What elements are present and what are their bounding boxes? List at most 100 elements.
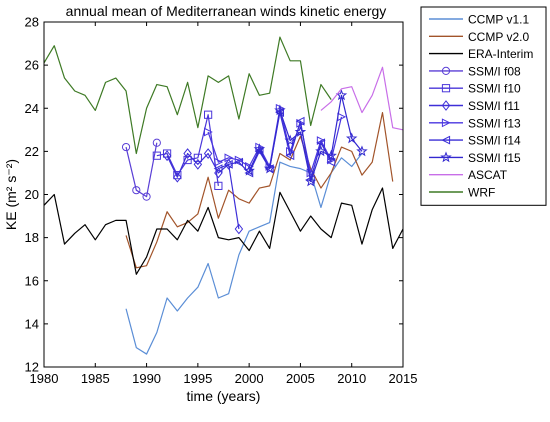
data-point	[162, 150, 172, 162]
data-point	[142, 192, 151, 201]
legend-label: SSM/I f15	[468, 151, 521, 165]
series-ssm-i-f14	[213, 108, 336, 184]
legend-label: SSM/I f11	[468, 99, 520, 113]
x-axis-label: time (years)	[187, 388, 261, 404]
y-tick-label: 26	[25, 58, 39, 73]
data-point	[132, 186, 141, 195]
legend-label: CCMP v1.1	[468, 13, 529, 27]
axis-ticks: 1980 1985 1990 1995 2000 2005 2010 2015 12 14 16 18…	[25, 15, 418, 387]
legend-label: WRF	[468, 186, 495, 200]
x-tick-label: 1990	[132, 371, 161, 386]
series-line-era-interim	[44, 187, 403, 275]
series-ccmp-v2-0	[125, 111, 394, 269]
data-point	[152, 151, 161, 160]
data-point	[315, 145, 327, 157]
chart-title: annual mean of Mediterranean winds kinet…	[66, 3, 387, 19]
data-point	[441, 66, 451, 76]
series-line-wrf	[44, 36, 332, 155]
legend-label: SSM/I f13	[468, 116, 521, 130]
data-point	[356, 145, 368, 157]
data-point	[204, 127, 213, 137]
data-point	[441, 100, 451, 111]
data-point	[162, 149, 172, 158]
series-wrf	[44, 36, 332, 155]
x-tick-label: 2005	[286, 371, 315, 386]
data-point	[284, 134, 296, 146]
data-point	[345, 132, 358, 144]
data-point	[193, 158, 203, 170]
series-ssm-i-f10	[152, 110, 223, 190]
data-point	[183, 155, 192, 165]
data-point	[441, 84, 451, 93]
series-line-ssm-i-f10	[156, 114, 219, 186]
series-ssm-i-f08	[121, 138, 161, 201]
data-point	[193, 153, 202, 162]
legend-label: SSM/I f14	[468, 134, 521, 148]
data-point	[441, 135, 451, 145]
data-point	[224, 153, 234, 163]
series-ssm-i-f15	[243, 89, 368, 187]
data-point	[304, 175, 317, 187]
y-tick-label: 12	[25, 360, 39, 375]
data-point	[173, 171, 182, 183]
y-tick-label: 16	[25, 273, 39, 288]
data-point	[234, 223, 244, 235]
data-point	[274, 104, 286, 116]
series-line-ccmp-v2-0	[125, 111, 394, 269]
data-point	[173, 170, 182, 180]
x-tick-label: 1995	[183, 371, 212, 386]
data-point	[214, 157, 224, 167]
y-tick-label: 14	[25, 316, 39, 331]
y-tick-label: 20	[25, 187, 39, 202]
x-tick-label: 2010	[337, 371, 366, 386]
data-point	[253, 143, 266, 155]
data-point	[294, 125, 307, 137]
data-point	[306, 168, 316, 178]
data-point	[183, 148, 192, 159]
data-point	[244, 168, 254, 178]
y-tick-label: 22	[25, 144, 39, 159]
x-tick-label: 2000	[235, 371, 264, 386]
legend-label: SSM/I f08	[468, 64, 521, 78]
data-point	[203, 148, 213, 159]
series-line-ccmp-v1-1	[125, 153, 363, 355]
data-point	[224, 158, 233, 170]
data-point	[223, 159, 233, 169]
data-point	[214, 181, 223, 190]
y-axis-label: KE (m² s⁻²)	[3, 159, 19, 230]
y-tick-label: 24	[25, 101, 39, 116]
data-point	[245, 162, 254, 171]
legend: CCMP v1.1 CCMP v2.0 ERA-Interim SSM/I f08 SS…	[420, 6, 547, 206]
x-tick-label: 2015	[389, 371, 418, 386]
data-point	[441, 118, 451, 128]
data-point	[213, 164, 223, 174]
data-point	[121, 142, 131, 152]
x-tick-label: 1980	[30, 371, 59, 386]
data-point	[285, 151, 295, 161]
data-point	[263, 162, 276, 174]
legend-label: ASCAT	[468, 168, 508, 182]
plot-frame	[43, 21, 404, 368]
legend-label: SSM/I f10	[468, 82, 521, 96]
series-line-ssm-i-f08	[125, 142, 158, 198]
series-line-ssm-i-f15	[248, 94, 363, 183]
y-tick-label: 18	[25, 230, 39, 245]
legend-label: CCMP v2.0	[468, 30, 529, 44]
data-point	[316, 138, 326, 148]
data-point	[326, 157, 336, 167]
plot-area	[44, 36, 403, 355]
series-ccmp-v1-1	[125, 153, 363, 355]
data-point	[295, 116, 305, 126]
legend-label: ERA-Interim	[468, 47, 533, 61]
series-ascat	[320, 66, 403, 131]
x-tick-label: 1985	[81, 371, 110, 386]
data-point	[234, 157, 243, 167]
data-point	[325, 149, 337, 161]
series-era-interim	[44, 187, 403, 275]
data-point	[440, 151, 452, 163]
series-line-ascat	[320, 66, 403, 131]
data-point	[243, 164, 255, 176]
data-point	[204, 110, 213, 119]
y-tick-label: 28	[25, 15, 39, 30]
